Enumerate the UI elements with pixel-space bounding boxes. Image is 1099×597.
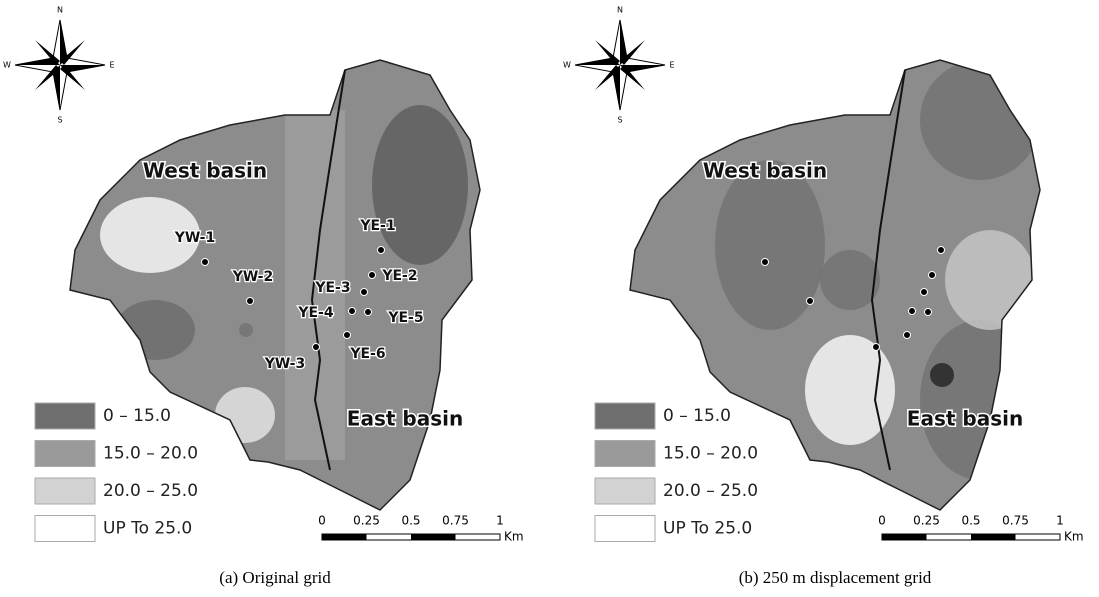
scale-tick-label: 0.5 xyxy=(401,514,420,528)
well-point xyxy=(925,309,932,316)
legend-swatch xyxy=(35,516,95,542)
well-point xyxy=(929,272,936,279)
compass-label: W xyxy=(563,61,571,70)
figure: N S E W West basin East basin YW-1 YW-2 YW-3 YE-1… xyxy=(0,0,1099,597)
scale-unit: Km xyxy=(1064,530,1084,544)
zone xyxy=(920,320,1040,480)
well-point xyxy=(202,259,209,266)
scale-tick-label: 0.5 xyxy=(961,514,980,528)
map-panel: N S E W West basin East basin YW-1 YW-2 YW-3 YE-1… xyxy=(3,6,524,587)
basin-label: East basin xyxy=(907,407,1023,431)
compass-label: N xyxy=(57,6,63,15)
well-label: YE-4 xyxy=(297,305,334,321)
well-point xyxy=(378,247,385,254)
scale-tick-label: 0 xyxy=(878,514,886,528)
zone xyxy=(372,105,468,265)
legend-swatch xyxy=(595,478,655,504)
well-point xyxy=(349,308,356,315)
compass-label: E xyxy=(669,61,674,70)
well-point xyxy=(344,332,351,339)
scale-tick-label: 0.75 xyxy=(1002,514,1029,528)
well-label: YW-2 xyxy=(232,269,274,285)
well-point xyxy=(762,259,769,266)
legend-label: UP To 25.0 xyxy=(103,519,192,539)
well-label: YE-2 xyxy=(381,268,417,284)
zone xyxy=(215,387,275,443)
zone xyxy=(115,300,195,360)
legend-swatch xyxy=(35,441,95,467)
well-point xyxy=(938,247,945,254)
basin-label: West basin xyxy=(143,159,267,183)
legend-swatch xyxy=(595,441,655,467)
caption: (b) 250 m displacement grid xyxy=(739,568,932,587)
scale-bar-seg xyxy=(882,534,927,540)
legend-swatch xyxy=(595,516,655,542)
well-label: YE-5 xyxy=(387,310,423,326)
scale-bar-seg xyxy=(322,534,367,540)
well-label: YE-6 xyxy=(349,346,385,362)
legend-swatch xyxy=(595,403,655,429)
well-label: YW-3 xyxy=(264,356,306,372)
compass-label: W xyxy=(3,61,11,70)
legend-label: 0 – 15.0 xyxy=(103,406,171,426)
zone xyxy=(930,363,954,387)
well-label: YE-3 xyxy=(314,280,350,296)
scale-bar-seg xyxy=(411,534,456,540)
zone xyxy=(239,323,253,337)
well-point xyxy=(369,272,376,279)
well-point xyxy=(313,344,320,351)
well-point xyxy=(904,332,911,339)
legend-label: 20.0 – 25.0 xyxy=(103,481,198,501)
scale-tick-label: 1 xyxy=(496,514,504,528)
legend-label: UP To 25.0 xyxy=(663,519,752,539)
well-label: YW-1 xyxy=(174,230,216,246)
scale-tick-label: 1 xyxy=(1056,514,1064,528)
compass-label: N xyxy=(617,6,623,15)
zone xyxy=(945,230,1035,330)
well-point xyxy=(365,309,372,316)
zone xyxy=(920,60,1040,180)
well-point xyxy=(807,298,814,305)
well-point xyxy=(873,344,880,351)
map-panel: N S E W West basin East basin 0 – 15.0 15.0 – 2… xyxy=(563,6,1084,587)
zone xyxy=(820,250,880,310)
scale-tick-label: 0.75 xyxy=(442,514,469,528)
well-label: YE-1 xyxy=(359,218,395,234)
basin-label: East basin xyxy=(347,407,463,431)
compass-label: S xyxy=(617,116,622,125)
scale-tick-label: 0.25 xyxy=(913,514,940,528)
well-point xyxy=(361,289,368,296)
well-point xyxy=(909,308,916,315)
scale-unit: Km xyxy=(504,530,524,544)
caption: (a) Original grid xyxy=(219,568,331,587)
legend-label: 0 – 15.0 xyxy=(663,406,731,426)
legend-label: 15.0 – 20.0 xyxy=(103,444,198,464)
legend-label: 15.0 – 20.0 xyxy=(663,444,758,464)
compass-label: S xyxy=(57,116,62,125)
well-point xyxy=(247,298,254,305)
legend-swatch xyxy=(35,403,95,429)
basin-label: West basin xyxy=(703,159,827,183)
compass-label: E xyxy=(109,61,114,70)
scale-tick-label: 0 xyxy=(318,514,326,528)
well-point xyxy=(921,289,928,296)
scale-tick-label: 0.25 xyxy=(353,514,380,528)
scale-bar-seg xyxy=(971,534,1016,540)
legend-label: 20.0 – 25.0 xyxy=(663,481,758,501)
legend-swatch xyxy=(35,478,95,504)
